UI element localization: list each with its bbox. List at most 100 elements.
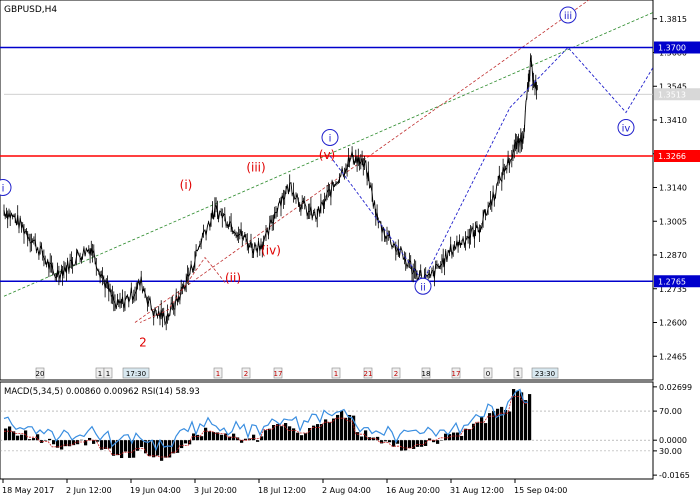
macd-bar xyxy=(288,426,291,440)
macd-bar xyxy=(196,435,199,440)
macd-bar xyxy=(296,433,299,440)
macd-bar xyxy=(184,440,187,443)
macd-bar xyxy=(200,436,203,440)
time-marker-text: 18 xyxy=(422,370,431,378)
price-tick-label: 1.2870 xyxy=(659,251,687,260)
macd-bar xyxy=(112,440,115,456)
macd-bar xyxy=(304,433,307,440)
macd-bar xyxy=(272,425,275,440)
macd-bar xyxy=(480,417,483,440)
macd-bar xyxy=(348,415,351,440)
time-marker-text: 17:30 xyxy=(126,370,146,378)
level-price-text: 1.2765 xyxy=(658,277,686,286)
macd-bar xyxy=(268,429,271,440)
time-marker-text: 23:30 xyxy=(535,370,555,378)
wave-label: (v) xyxy=(319,148,335,162)
macd-bar xyxy=(364,430,367,440)
wave-label: iii xyxy=(564,11,572,22)
level-price-text: 1.3266 xyxy=(658,152,686,161)
indicator-tick-label: 0.02699 xyxy=(659,383,692,392)
level-price-text: 1.3700 xyxy=(658,44,686,53)
price-tick-label: 1.3005 xyxy=(659,217,687,226)
price-tick-label: 1.2600 xyxy=(659,319,687,328)
time-marker-text: 1 xyxy=(216,370,220,378)
time-marker-text: 2 xyxy=(394,370,398,378)
macd-bar xyxy=(400,440,403,450)
time-axis-label: 18 May 2017 xyxy=(2,486,54,495)
time-marker-text: 1 xyxy=(334,370,338,378)
time-axis-label: 16 Aug 20:00 xyxy=(386,486,440,495)
indicator-tick-label: 0.0000 xyxy=(659,436,687,445)
symbol-label: GBPUSD,H4 xyxy=(4,5,57,15)
wave-label: ii xyxy=(420,282,426,293)
macd-bar xyxy=(420,440,423,447)
time-marker-text: 0 xyxy=(486,370,490,378)
time-axis-label: 31 Aug 12:00 xyxy=(450,486,504,495)
macd-bar xyxy=(280,426,283,440)
macd-bar xyxy=(372,438,375,441)
wave-label: (ii) xyxy=(225,271,241,285)
macd-bar xyxy=(256,440,259,442)
time-marker-text: 17 xyxy=(452,370,461,378)
wave-label: iv xyxy=(622,124,631,135)
macd-bar xyxy=(264,430,267,440)
time-axis-label: 2 Aug 04:00 xyxy=(322,486,371,495)
macd-bar xyxy=(16,436,19,441)
macd-bar xyxy=(460,436,463,440)
macd-bar xyxy=(516,391,519,440)
macd-bar xyxy=(92,440,95,444)
time-axis-label: 18 Jul 12:00 xyxy=(258,486,306,495)
wave-label: i xyxy=(329,134,332,145)
indicator-legend: MACD(5,34,5) 0.00860 0.00962 RSI(14) 58.… xyxy=(4,387,200,397)
macd-bar xyxy=(140,440,143,447)
macd-bar xyxy=(52,440,55,444)
time-axis-label: 19 Jun 04:00 xyxy=(130,486,181,495)
wave-label: i xyxy=(2,184,5,195)
macd-bar xyxy=(208,431,211,440)
price-axis: 1.38151.36801.35451.34101.32751.31401.30… xyxy=(653,15,687,362)
macd-bar xyxy=(120,440,123,458)
macd-bar xyxy=(300,435,303,440)
macd-bar xyxy=(12,431,15,440)
macd-bar xyxy=(220,435,223,440)
macd-bar xyxy=(8,426,11,440)
price-tick-label: 1.3410 xyxy=(659,116,687,125)
macd-bar xyxy=(204,428,207,440)
macd-bar xyxy=(292,428,295,440)
time-marker-text: 1 xyxy=(98,370,102,378)
macd-bar xyxy=(124,440,127,451)
price-tick-label: 1.3140 xyxy=(659,184,687,193)
time-marker-text: 17 xyxy=(274,370,283,378)
time-marker-text: 1 xyxy=(516,370,520,378)
macd-bar xyxy=(180,440,183,448)
macd-bar xyxy=(332,419,335,441)
macd-bar xyxy=(472,424,475,440)
macd-bar xyxy=(128,440,131,458)
wave-label: 2 xyxy=(139,336,147,350)
macd-bar xyxy=(336,415,339,440)
macd-bar xyxy=(28,439,31,440)
macd-bar xyxy=(508,412,511,441)
time-marker-text: 1 xyxy=(106,370,110,378)
indicator-tick-label: 70.00 xyxy=(659,407,682,416)
macd-bar xyxy=(528,394,531,440)
macd-bar xyxy=(252,435,255,441)
time-axis-label: 15 Sep 04:00 xyxy=(514,486,567,495)
time-axis-label: 3 Jul 20:00 xyxy=(194,486,237,495)
macd-bar xyxy=(32,438,35,440)
macd-bar xyxy=(408,440,411,448)
time-marker-text: 2 xyxy=(244,370,248,378)
macd-bar xyxy=(48,439,51,440)
wave-label: (i) xyxy=(180,178,193,192)
macd-bar xyxy=(344,418,347,440)
macd-bar xyxy=(500,407,503,440)
price-tick-label: 1.2465 xyxy=(659,352,687,361)
macd-bar xyxy=(284,423,287,440)
wave-label: (iii) xyxy=(246,161,265,175)
macd-bar xyxy=(360,437,363,441)
macd-bar xyxy=(464,429,467,440)
time-marker-text: 21 xyxy=(364,370,373,378)
current-price-text: 1.3513 xyxy=(658,90,686,99)
indicator-tick-label: 30.00 xyxy=(659,447,682,456)
